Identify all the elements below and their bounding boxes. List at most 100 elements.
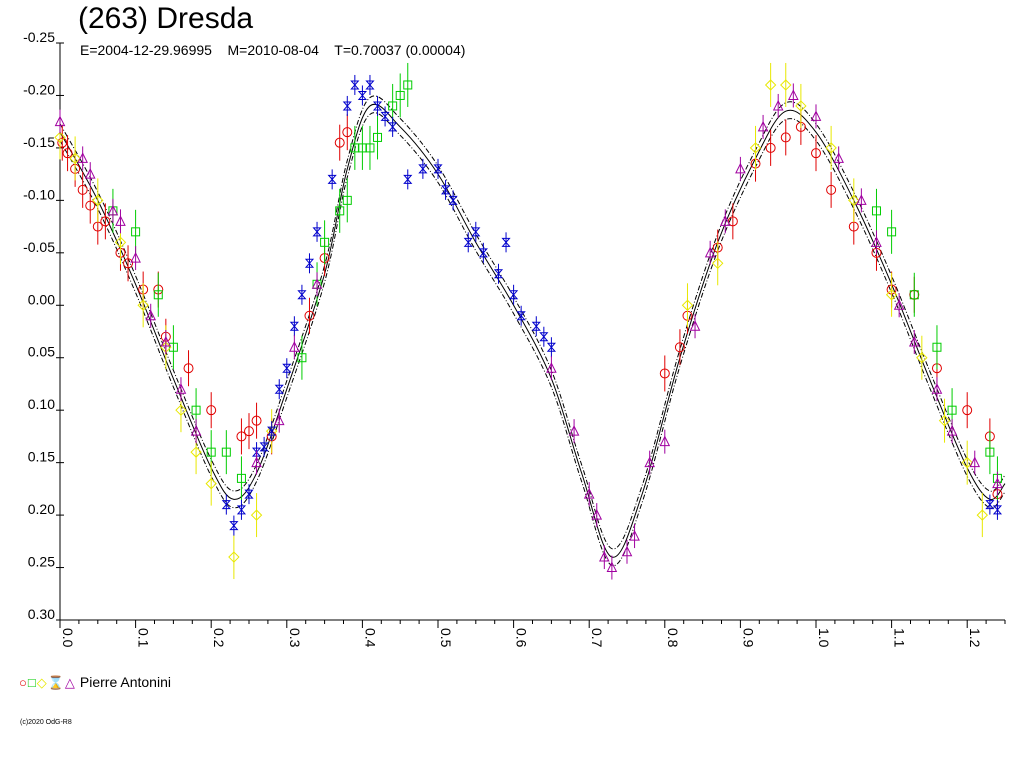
data-point-triangle bbox=[606, 561, 618, 573]
data-point-diamond bbox=[795, 100, 807, 112]
data-point-square bbox=[388, 101, 398, 111]
data-point-triangle bbox=[568, 425, 580, 436]
data-point-hourglass bbox=[274, 384, 284, 394]
data-point-square bbox=[221, 447, 231, 457]
model-curve bbox=[59, 103, 1006, 558]
chart-subtitle: E=2004-12-29.96995 M=2010-08-04 T=0.7003… bbox=[80, 42, 466, 58]
data-point-triangle bbox=[788, 89, 799, 100]
y-tick-label: -0.10 bbox=[23, 186, 55, 202]
y-tick-label: -0.20 bbox=[23, 81, 55, 97]
data-point-triangle bbox=[54, 115, 66, 127]
data-point-triangle bbox=[810, 110, 822, 121]
y-tick-label: 0.10 bbox=[28, 396, 55, 412]
data-point-triangle bbox=[273, 414, 285, 426]
data-point-square bbox=[191, 405, 201, 415]
data-point-hourglass bbox=[508, 290, 519, 300]
data-point-circle bbox=[251, 415, 262, 426]
data-point-square bbox=[335, 206, 345, 216]
data-point-hourglass bbox=[357, 90, 368, 100]
data-point-triangle bbox=[719, 215, 731, 226]
data-point-circle bbox=[342, 127, 353, 138]
data-point-diamond bbox=[961, 456, 973, 469]
data-point-square bbox=[365, 143, 375, 153]
data-point-triangle bbox=[130, 251, 141, 263]
data-point-hourglass bbox=[229, 521, 239, 531]
data-point-circle bbox=[826, 184, 837, 195]
data-point-circle bbox=[183, 363, 194, 374]
model-curve-lower bbox=[59, 112, 1006, 566]
data-point-hourglass bbox=[478, 248, 488, 258]
data-point-square bbox=[985, 447, 995, 457]
data-point-triangle bbox=[659, 435, 671, 447]
data-point-hourglass bbox=[251, 447, 262, 457]
legend-symbols: ○□◇⌛△ bbox=[19, 674, 76, 690]
data-point-square bbox=[887, 227, 897, 237]
data-point-triangle bbox=[145, 309, 157, 321]
data-point-hourglass bbox=[221, 500, 231, 510]
data-point-square bbox=[131, 227, 141, 237]
data-point-triangle bbox=[704, 246, 716, 258]
data-point-square bbox=[206, 447, 216, 457]
data-point-circle bbox=[659, 368, 670, 379]
circle-marker-icon: ○ bbox=[19, 675, 27, 690]
data-point-circle bbox=[123, 258, 134, 269]
data-point-diamond bbox=[916, 352, 928, 364]
data-point-triangle bbox=[629, 529, 640, 541]
y-tick-label: -0.25 bbox=[23, 29, 55, 45]
data-point-circle bbox=[674, 342, 685, 353]
data-point-diamond bbox=[764, 79, 777, 91]
data-point-triangle bbox=[946, 425, 958, 436]
data-point-hourglass bbox=[531, 321, 541, 331]
x-tick-label: 0.4 bbox=[362, 628, 378, 648]
data-point-hourglass bbox=[312, 227, 322, 237]
data-point-hourglass bbox=[365, 80, 375, 90]
data-point-hourglass bbox=[501, 237, 511, 247]
data-point-triangle bbox=[289, 341, 300, 352]
data-point-square bbox=[236, 473, 246, 483]
data-point-diamond bbox=[938, 414, 951, 427]
data-point-triangle bbox=[931, 383, 943, 394]
data-point-square bbox=[153, 290, 163, 300]
data-point-hourglass bbox=[236, 505, 247, 515]
x-tick-label: 1.1 bbox=[892, 628, 908, 648]
data-point-circle bbox=[727, 216, 738, 227]
y-tick-label: -0.05 bbox=[23, 239, 55, 255]
x-tick-label: 0.9 bbox=[740, 628, 756, 648]
data-point-triangle bbox=[107, 204, 119, 216]
data-point-hourglass bbox=[350, 80, 360, 90]
x-tick-label: 1.2 bbox=[967, 628, 983, 648]
data-point-triangle bbox=[84, 168, 96, 179]
data-point-hourglass bbox=[516, 311, 526, 321]
square-marker-icon: □ bbox=[27, 675, 36, 690]
data-point-diamond bbox=[137, 299, 149, 311]
data-point-triangle bbox=[644, 456, 655, 468]
data-point-triangle bbox=[735, 162, 746, 174]
data-point-hourglass bbox=[282, 363, 292, 373]
data-point-circle bbox=[765, 142, 776, 153]
data-point-diamond bbox=[749, 142, 762, 154]
data-point-circle bbox=[304, 310, 315, 321]
data-point-triangle bbox=[908, 335, 920, 347]
data-point-diamond bbox=[205, 477, 217, 490]
data-point-triangle bbox=[689, 320, 701, 331]
copyright-text: (c)2020 OdG-R8 bbox=[20, 719, 72, 726]
data-point-triangle bbox=[190, 425, 202, 436]
data-point-square bbox=[168, 342, 178, 352]
data-point-hourglass bbox=[388, 122, 398, 132]
data-point-triangle bbox=[175, 383, 187, 394]
data-point-hourglass bbox=[259, 442, 269, 452]
data-point-circle bbox=[62, 148, 73, 159]
data-point-diamond bbox=[69, 152, 81, 165]
data-point-hourglass bbox=[372, 101, 383, 111]
data-point-circle bbox=[334, 137, 345, 148]
x-tick-label: 0.7 bbox=[589, 628, 605, 648]
data-point-circle bbox=[811, 148, 821, 159]
data-point-triangle bbox=[311, 278, 323, 289]
data-point-diamond bbox=[712, 257, 724, 270]
data-point-square bbox=[403, 80, 413, 90]
y-tick-label: 0.05 bbox=[28, 344, 55, 360]
data-point-diamond bbox=[54, 131, 66, 144]
x-tick-label: 0.0 bbox=[60, 628, 76, 648]
data-point-diamond bbox=[885, 289, 898, 301]
